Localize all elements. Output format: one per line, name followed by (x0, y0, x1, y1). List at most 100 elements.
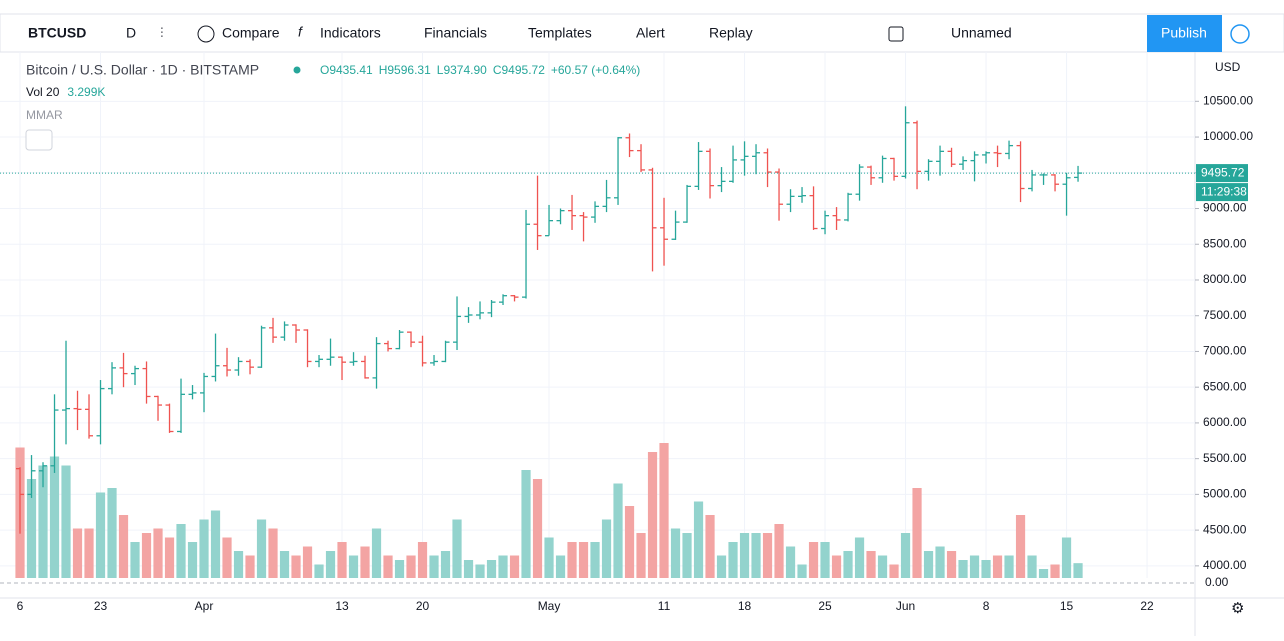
volume-bar (992, 555, 1003, 578)
countdown: 11:29:38 (1201, 184, 1247, 198)
volume-bar (440, 551, 451, 578)
alert[interactable]: Alert (636, 25, 665, 41)
y-tick-label: 6500.00 (1203, 379, 1247, 393)
volume-bar (222, 537, 232, 578)
volume-bar (555, 555, 566, 578)
volume-bar (578, 542, 589, 578)
last-price-box (1196, 164, 1248, 183)
compare[interactable]: Compare (222, 25, 280, 41)
volume-bar (130, 542, 140, 578)
volume-bar (762, 533, 773, 578)
volume-bar (383, 555, 393, 578)
last-price-label: 9495.72 (1201, 165, 1245, 179)
symbol[interactable]: BTCUSD (28, 25, 86, 41)
volume-label: Vol 20 (26, 85, 60, 99)
volume-bar (981, 560, 991, 578)
volume-bar (1038, 569, 1049, 578)
replay[interactable]: Replay (709, 25, 753, 41)
subpane-label: 0.00 (1205, 575, 1229, 589)
volume-bar (475, 564, 485, 578)
volume-bar (187, 542, 198, 578)
y-tick-label: 4500.00 (1203, 522, 1247, 536)
compare-icon (197, 25, 215, 43)
x-tick-label: May (538, 599, 561, 613)
chart-title: Bitcoin / U.S. Dollar · 1D · BITSTAMP (26, 62, 259, 78)
volume-bar (38, 465, 48, 578)
ohlc-legend: C9495.72 (493, 63, 545, 77)
volume-bar (958, 560, 968, 578)
volume-bar (935, 546, 945, 578)
overlay: 4000.00 4500.00 5000.00 5500.00 6000.00 6500.… (0, 60, 1253, 617)
volume-bar (739, 533, 750, 578)
volume-bar (808, 542, 819, 578)
volume-bar (831, 555, 842, 578)
y-tick-label: 5500.00 (1203, 451, 1247, 465)
volume-bar (693, 501, 704, 578)
x-tick-label: Jun (896, 599, 915, 613)
volume-bar (751, 533, 761, 578)
volume-bar (1004, 555, 1014, 578)
publish-label[interactable]: Publish (1161, 25, 1207, 41)
financials[interactable]: Financials (424, 25, 487, 41)
x-tick-label: 15 (1060, 599, 1074, 613)
volume-bar (452, 519, 462, 578)
volume-bar (877, 555, 888, 578)
play-button[interactable] (1230, 24, 1250, 44)
volume-bar (912, 488, 922, 578)
volume-value: 3.299K (67, 85, 105, 99)
volume-bar (371, 528, 382, 578)
currency: USD (1215, 60, 1241, 74)
volume-bar (509, 555, 520, 578)
volume-bar (544, 537, 554, 578)
templates[interactable]: Templates (528, 25, 592, 41)
volume-bar (866, 551, 876, 578)
volume-bar (659, 443, 669, 578)
ohlc-legend: O9435.41 (320, 63, 373, 77)
interval[interactable]: D (126, 25, 136, 41)
volume-bar (521, 470, 531, 578)
indicators[interactable]: Indicators (320, 25, 381, 41)
layout-name[interactable]: Unnamed (951, 25, 1012, 41)
settings-gear: ⚙ (1231, 600, 1244, 617)
volume-bar (348, 555, 359, 578)
x-tick-label: 25 (818, 599, 832, 613)
volume-bar (49, 456, 60, 578)
volume-bar (279, 551, 290, 578)
volume-bar (245, 555, 255, 578)
ohlc-legend: H9596.31 (379, 63, 431, 77)
x-tick-label: 23 (94, 599, 108, 613)
volume-bar (360, 546, 370, 578)
volume-bar (682, 533, 692, 578)
volume-bar (268, 528, 278, 578)
x-tick-label: 22 (1140, 599, 1154, 613)
volume-bar (590, 542, 600, 578)
y-tick-label: 9000.00 (1203, 201, 1247, 215)
y-tick-label: 8500.00 (1203, 236, 1247, 250)
volume-bar (199, 519, 209, 578)
volume-bar (843, 551, 853, 578)
collapse-button[interactable] (25, 129, 53, 151)
volume-bar (636, 533, 646, 578)
volume-bar (624, 506, 635, 578)
publish-button[interactable] (1147, 15, 1222, 52)
volume-bar (797, 564, 807, 578)
volume-bar (429, 555, 439, 578)
volume-bar (314, 564, 324, 578)
volume-bar (210, 510, 221, 578)
volume-bar (337, 542, 347, 578)
volume-bar (61, 465, 71, 578)
volume-bar (26, 479, 37, 578)
volume-bar (946, 551, 957, 578)
indicator-label: MMAR (26, 108, 63, 122)
volume-bar (417, 542, 428, 578)
volume-bar (774, 524, 784, 578)
status-dot (293, 66, 301, 74)
volume-bar (728, 542, 738, 578)
select-icon[interactable] (888, 26, 904, 42)
volume-bar (923, 551, 934, 578)
bar-style-icon[interactable]: ⫶ (160, 25, 164, 41)
y-tick-label: 10000.00 (1203, 129, 1253, 143)
ohlc-legend: L9374.90 (437, 63, 487, 77)
bars (16, 106, 1083, 534)
volume-bar (394, 560, 405, 578)
